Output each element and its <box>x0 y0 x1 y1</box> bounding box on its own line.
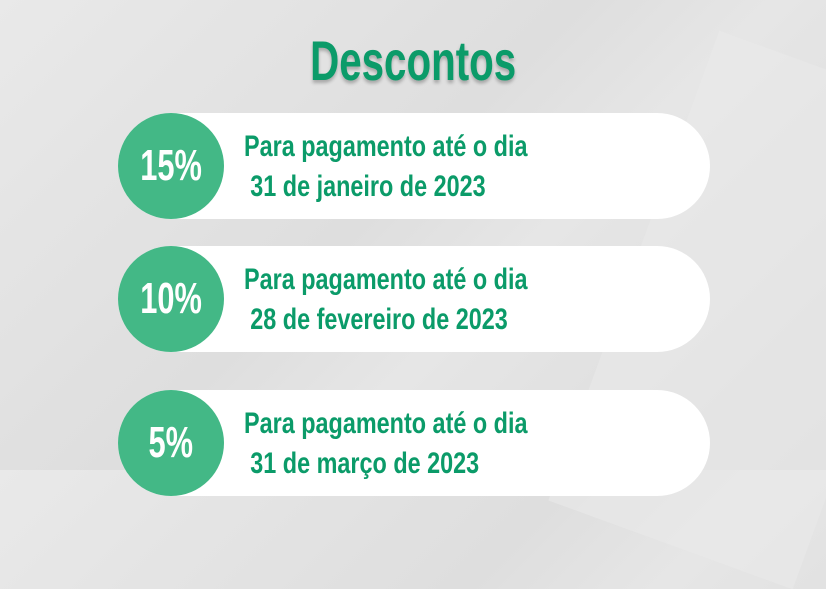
discount-item: 15% Para pagamento até o dia 31 de janeir… <box>118 113 710 219</box>
discount-item: 10% Para pagamento até o dia 28 de fevere… <box>118 246 710 352</box>
discount-text: Para pagamento até o dia 31 de janeiro de… <box>244 130 528 203</box>
discount-percent-badge: 5% <box>118 390 224 496</box>
discount-percent-badge: 15% <box>118 113 224 219</box>
discount-percent-badge: 10% <box>118 246 224 352</box>
page-title: Descontos <box>309 29 517 92</box>
discount-text: Para pagamento até o dia 28 de fevereiro … <box>244 263 528 336</box>
discount-text: Para pagamento até o dia 31 de março de 2… <box>244 407 528 480</box>
discount-item: 5% Para pagamento até o dia 31 de março d… <box>118 390 710 496</box>
